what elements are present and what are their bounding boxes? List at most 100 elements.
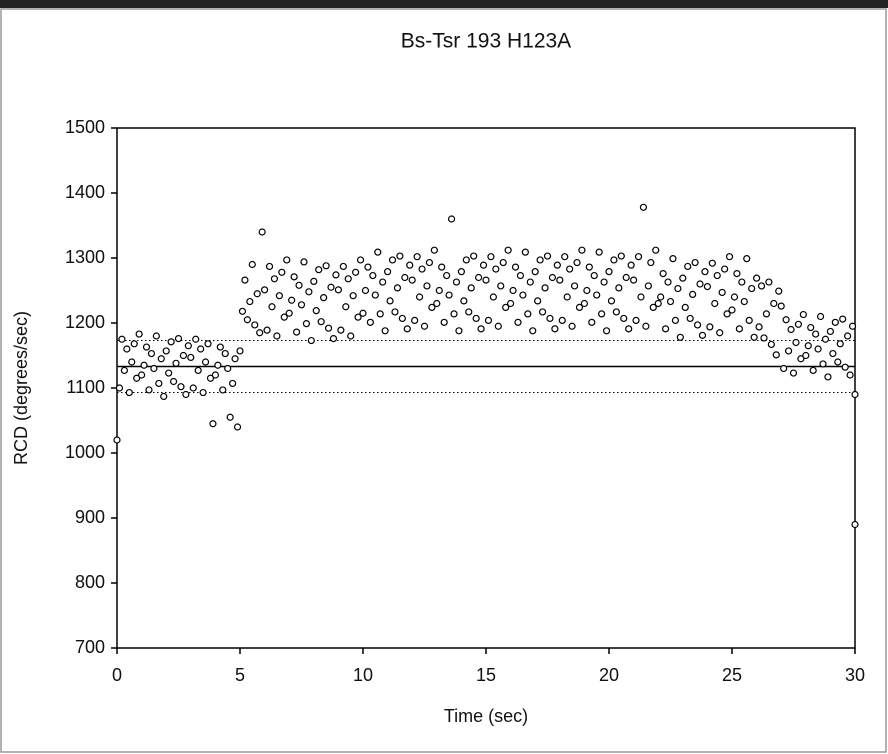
point: [701, 268, 709, 276]
point: [233, 423, 242, 431]
point: [145, 386, 153, 394]
point: [602, 327, 611, 335]
point: [848, 322, 857, 330]
point: [706, 323, 714, 331]
point: [558, 316, 566, 324]
point: [138, 371, 146, 379]
point: [445, 291, 453, 299]
point: [745, 316, 753, 324]
point: [219, 386, 227, 394]
point: [497, 282, 505, 290]
point: [553, 261, 561, 269]
point: [620, 314, 628, 323]
point: [794, 320, 803, 328]
point: [182, 390, 190, 399]
point: [317, 318, 325, 326]
point: [246, 297, 254, 306]
point: [676, 333, 684, 341]
point: [568, 322, 576, 330]
point: [216, 343, 224, 351]
point: [283, 256, 291, 264]
point: [324, 324, 333, 332]
point: [329, 335, 338, 343]
point: [251, 321, 259, 329]
point: [642, 322, 650, 330]
point: [263, 326, 271, 334]
point: [526, 278, 534, 286]
point: [285, 309, 293, 317]
point: [647, 258, 655, 267]
y-tick-label: 1400: [65, 182, 105, 202]
point: [413, 253, 421, 261]
point: [201, 358, 210, 366]
point: [211, 371, 219, 379]
point: [770, 299, 778, 308]
point: [580, 299, 589, 308]
point: [516, 271, 525, 280]
point: [475, 273, 483, 282]
point: [617, 252, 625, 260]
point: [270, 275, 279, 283]
point: [657, 293, 665, 301]
point: [775, 287, 783, 295]
point: [529, 327, 537, 335]
point: [388, 256, 397, 264]
point: [165, 369, 173, 377]
y-tick-label: 800: [75, 572, 105, 592]
point: [583, 286, 591, 295]
point: [408, 276, 416, 284]
x-tick-label: 0: [112, 665, 122, 685]
point: [519, 291, 527, 299]
point: [297, 301, 306, 309]
point: [411, 316, 419, 324]
point: [386, 297, 394, 305]
point: [120, 366, 128, 375]
point: [295, 281, 303, 289]
point: [347, 332, 355, 340]
point: [344, 275, 352, 283]
point: [229, 379, 237, 388]
point: [457, 268, 465, 276]
point: [841, 363, 849, 371]
point: [118, 335, 126, 343]
point: [757, 282, 766, 290]
point: [162, 347, 170, 355]
point: [728, 306, 736, 314]
point: [172, 359, 180, 367]
point: [556, 276, 564, 284]
point: [253, 290, 261, 298]
point: [637, 293, 645, 301]
point: [494, 322, 502, 330]
point: [652, 246, 660, 254]
x-tick-label: 10: [353, 665, 373, 685]
point: [169, 377, 178, 386]
frame: [0, 8, 887, 753]
point: [312, 307, 320, 315]
point: [447, 215, 456, 223]
point: [573, 258, 581, 267]
point: [689, 290, 697, 298]
point: [292, 328, 301, 336]
point: [167, 338, 175, 346]
point: [160, 392, 168, 401]
top-bar: [0, 0, 888, 8]
point: [546, 314, 554, 323]
point: [799, 310, 807, 319]
point: [632, 316, 640, 324]
point: [337, 326, 345, 334]
point: [123, 345, 131, 353]
y-tick-label: 700: [75, 637, 105, 657]
point: [320, 294, 328, 302]
point: [735, 325, 743, 333]
point: [570, 282, 579, 290]
point: [509, 286, 517, 295]
point: [703, 283, 712, 291]
point: [721, 265, 729, 273]
point: [415, 293, 424, 301]
point: [789, 369, 798, 377]
point: [204, 340, 212, 348]
point: [844, 332, 852, 340]
point: [492, 265, 500, 273]
point: [693, 321, 702, 329]
point: [696, 280, 704, 288]
